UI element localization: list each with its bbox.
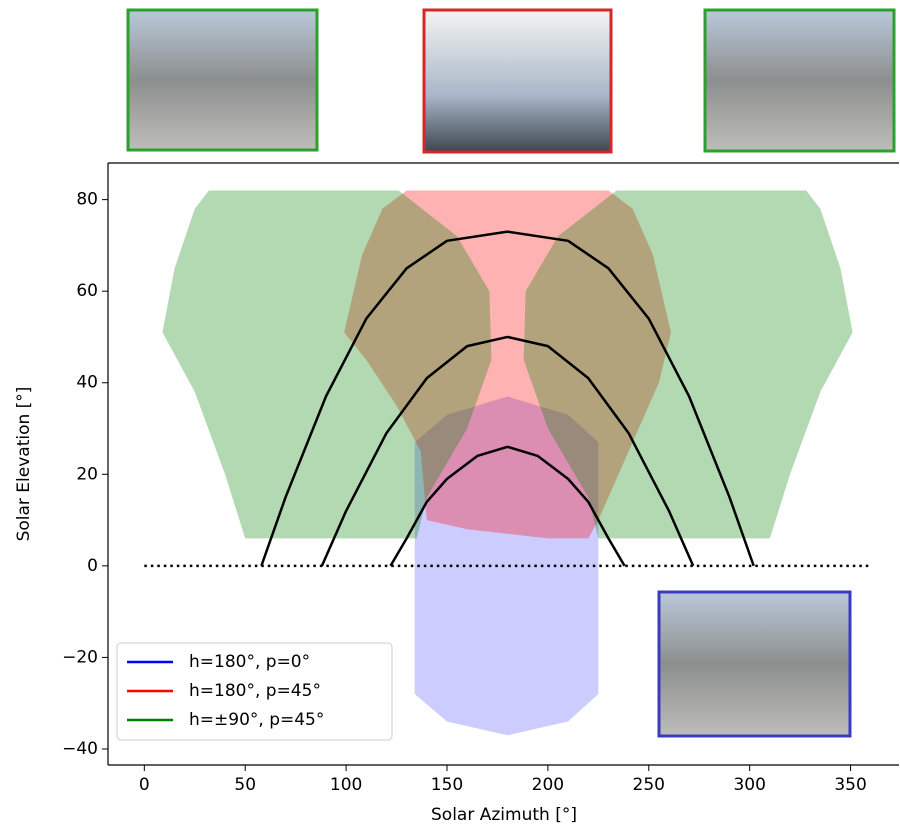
y-tick-label: 60 xyxy=(76,281,98,301)
x-axis-label: Solar Azimuth [°] xyxy=(431,805,577,825)
x-tick-label: 50 xyxy=(234,775,256,795)
y-tick-label: 80 xyxy=(76,190,98,210)
x-tick-label: 250 xyxy=(633,775,665,795)
photo xyxy=(424,10,611,152)
x-tick-label: 100 xyxy=(330,775,362,795)
y-tick-label: −20 xyxy=(62,647,98,667)
y-tick-label: −40 xyxy=(62,739,98,759)
legend-label: h=180°, p=0° xyxy=(189,652,310,672)
photo xyxy=(705,10,894,151)
legend-label: h=180°, p=45° xyxy=(189,681,321,701)
legend-label: h=±90°, p=45° xyxy=(189,710,324,730)
photo xyxy=(659,592,850,736)
x-tick-label: 350 xyxy=(834,775,866,795)
y-tick-label: 40 xyxy=(76,373,98,393)
photo xyxy=(128,10,317,150)
y-tick-label: 0 xyxy=(87,556,98,576)
thumbnails xyxy=(128,10,894,152)
x-tick-label: 300 xyxy=(733,775,765,795)
y-axis-label: Solar Elevation [°] xyxy=(14,387,34,542)
y-tick-label: 20 xyxy=(76,464,98,484)
chart: Solar Azimuth [°] Solar Elevation [°] 0 5… xyxy=(0,0,900,831)
x-tick-label: 0 xyxy=(139,775,150,795)
x-tick-label: 150 xyxy=(431,775,463,795)
x-tick-label: 200 xyxy=(532,775,564,795)
